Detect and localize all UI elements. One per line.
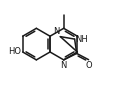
Text: N: N bbox=[53, 27, 59, 36]
Text: NH: NH bbox=[76, 35, 88, 44]
Text: N: N bbox=[60, 61, 67, 70]
Text: HO: HO bbox=[8, 48, 21, 57]
Text: O: O bbox=[85, 61, 92, 70]
